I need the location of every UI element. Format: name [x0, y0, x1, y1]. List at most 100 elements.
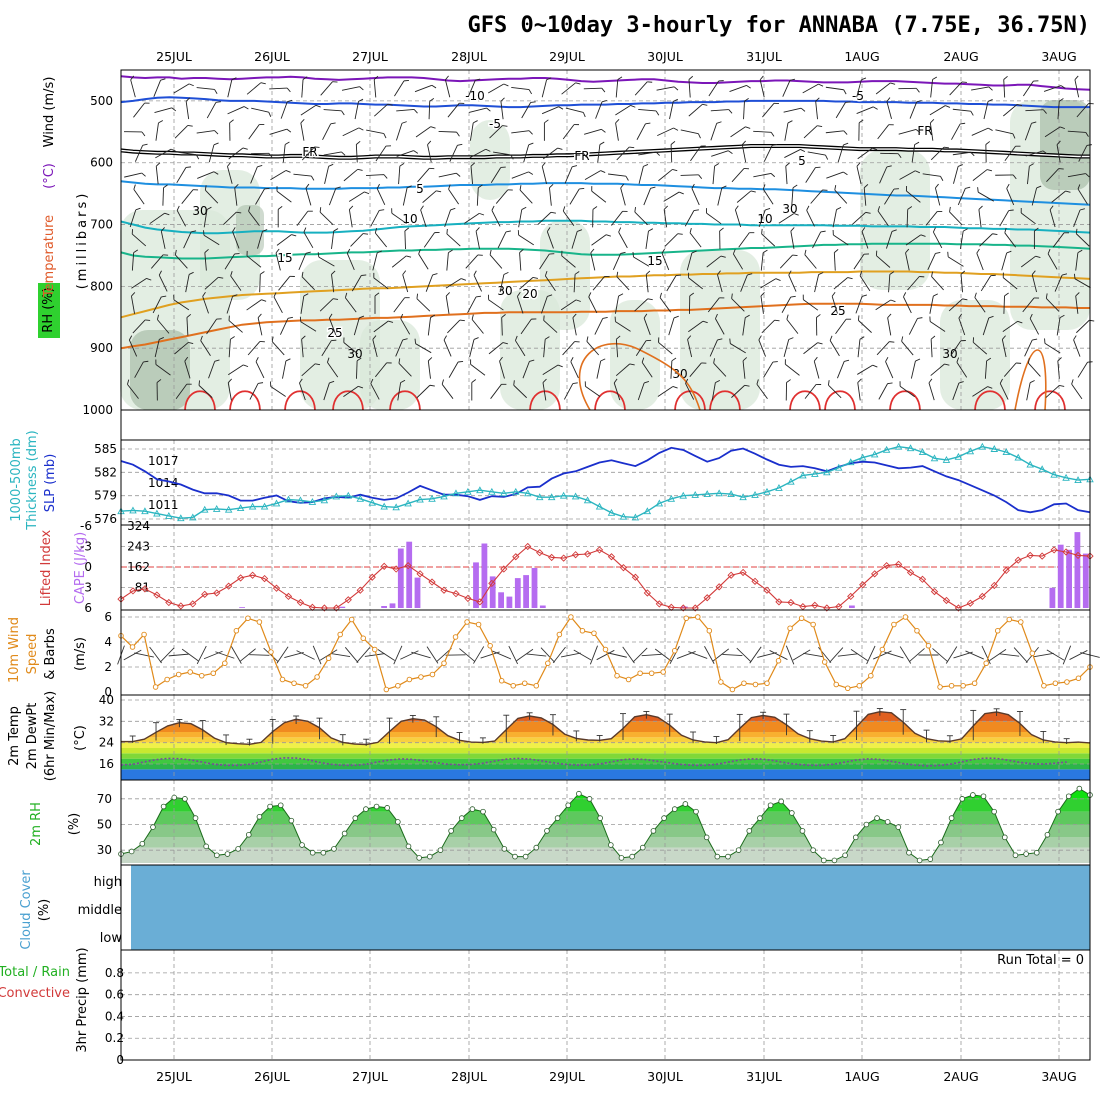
wind-barb-flag — [1006, 183, 1010, 189]
wind-barb-staff — [906, 190, 921, 203]
wind-barb-flag — [717, 338, 723, 341]
wind-barb — [415, 126, 436, 138]
wind-barb — [130, 292, 136, 314]
thickness-marker — [775, 483, 783, 491]
wind-barb-staff — [564, 166, 573, 184]
wind-barb-staff — [884, 188, 895, 205]
wind-barb-flag — [891, 229, 897, 232]
wind-barb-flag — [429, 167, 435, 170]
wind-barb — [688, 292, 695, 314]
wind-barb — [562, 341, 580, 356]
wind-barb — [689, 227, 702, 248]
wind-barb-flag — [772, 361, 778, 363]
wind-barb-flag — [383, 174, 388, 179]
isotherm-line — [120, 302, 1090, 350]
wind-barb-flag — [1065, 190, 1071, 193]
wind-barb — [227, 77, 237, 98]
wind-barb-flag — [818, 272, 824, 275]
wind-barb-10m — [654, 648, 672, 662]
wind-speed-marker — [1006, 616, 1013, 623]
wind-barb-staff — [876, 255, 891, 268]
wind-barb — [445, 278, 467, 289]
wind-barb-staff — [373, 277, 389, 290]
wind-barb — [560, 299, 581, 311]
wind-barb — [877, 206, 889, 227]
wind-barb-flag — [815, 166, 821, 169]
wind-barb-staff — [427, 144, 432, 163]
wind-barb-flag — [829, 335, 833, 341]
wind-barb-staff — [1044, 126, 1061, 138]
wind-barb-flag — [793, 213, 799, 216]
rh-shading — [540, 220, 590, 330]
wind-barb-staff — [786, 319, 799, 334]
wind-barb-staff — [487, 83, 505, 94]
wind-barb-staff — [910, 360, 916, 379]
wind-barb-flag — [701, 362, 707, 364]
wind-barb — [446, 228, 461, 247]
rh-marker — [874, 815, 880, 821]
wind-barb — [834, 185, 848, 204]
wind-barb-staff — [198, 385, 213, 398]
wind-barb-staff — [1056, 144, 1061, 163]
wind-barb-flag — [915, 129, 921, 133]
wind-barb — [469, 148, 491, 159]
rh-marker — [288, 817, 295, 824]
cloud-high-label: high — [94, 875, 122, 890]
wind-barb — [657, 386, 678, 397]
wind-barb-flag — [720, 255, 726, 258]
wind-barb-staff — [246, 255, 262, 268]
wind-barb-staff — [803, 125, 818, 139]
li-marker — [978, 592, 986, 601]
wind-barb-staff — [929, 295, 934, 314]
wind-barb-flag — [499, 356, 503, 362]
wind-barb-flag — [1064, 232, 1070, 234]
wind-barb — [1022, 297, 1040, 313]
rh-marker — [884, 819, 891, 825]
wind-barb-flag — [400, 313, 404, 319]
wind-barb-flag — [501, 314, 506, 318]
wind-barb — [374, 103, 393, 117]
wind-speed-marker — [545, 660, 551, 667]
wind-barb-staff — [476, 187, 479, 206]
wind-barb-flag — [479, 212, 485, 216]
wind-barb — [198, 380, 213, 398]
wind-barb — [634, 298, 653, 312]
wind-barb — [448, 184, 460, 205]
wind-barb-staff — [467, 80, 476, 97]
wind-barb-staff — [373, 320, 389, 333]
wind-barb-flag — [277, 206, 283, 210]
wind-barb-flag — [976, 248, 980, 254]
wind-barb-staff — [196, 130, 215, 134]
wind-barb — [414, 84, 437, 93]
wind-barb-staff — [711, 382, 716, 401]
wind-barb-staff — [546, 231, 554, 249]
wind-barb-staff — [155, 122, 159, 141]
wind-barb-staff — [273, 296, 283, 314]
wind-barb-staff — [835, 318, 847, 335]
wind-barb — [1044, 126, 1065, 138]
wind-barb-flag — [1033, 80, 1039, 82]
wind-barb-flag — [762, 184, 766, 190]
wind-barb-staff — [157, 319, 170, 334]
wind-barb-staff — [269, 128, 287, 135]
wind-barb-flag — [719, 227, 724, 232]
li-marker — [272, 584, 281, 592]
wind-barb-staff — [657, 386, 674, 397]
thickness-marker — [691, 490, 699, 498]
wind-barb-flag — [289, 275, 295, 277]
wind-barb-staff — [753, 172, 772, 178]
wind-barb-flag — [625, 175, 629, 181]
wind-barb-flag — [502, 342, 508, 345]
wind-barb-staff — [465, 254, 479, 269]
wind-barb — [713, 358, 727, 377]
li-marker — [452, 590, 460, 598]
wind-barb-staff — [447, 319, 461, 334]
wind-barb-staff — [473, 274, 483, 292]
rh-marker — [895, 824, 902, 830]
wind-barb-flag — [986, 169, 993, 172]
wind-speed-marker — [937, 684, 943, 690]
wind-barb-staff — [183, 231, 192, 249]
wind-barb — [663, 205, 669, 228]
wind-barb-staff — [778, 213, 795, 224]
